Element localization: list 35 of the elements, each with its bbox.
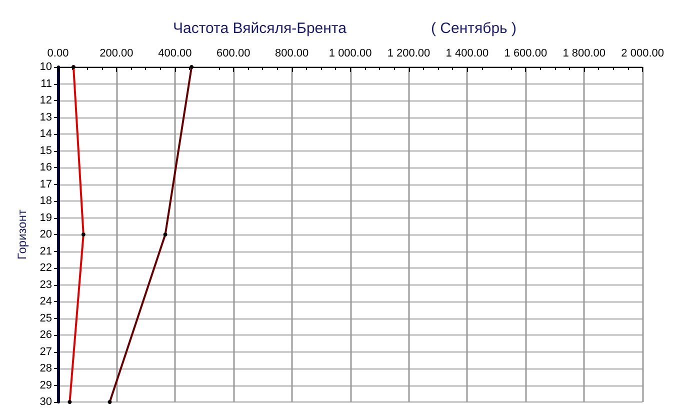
y-tick-label: 18 xyxy=(40,195,52,207)
y-tick-label: 15 xyxy=(40,144,52,157)
x-tick-label: 200.00 xyxy=(100,48,134,60)
y-tick-label: 22 xyxy=(40,262,52,274)
x-tick-label: 0.00 xyxy=(47,48,69,60)
y-tick-label: 21 xyxy=(40,245,52,258)
y-tick-label: 23 xyxy=(40,278,52,291)
x-tick-label: 1 000.00 xyxy=(328,48,372,60)
y-tick-label: 25 xyxy=(40,312,52,324)
y-tick-label: 29 xyxy=(40,379,52,392)
x-tick-label: 400.00 xyxy=(158,48,192,60)
y-axis-title: Горизонт xyxy=(15,209,29,260)
y-tick-label: 13 xyxy=(40,111,52,124)
y-tick-label: 24 xyxy=(40,296,52,308)
y-tick-label: 11 xyxy=(40,78,52,90)
y-tick-label: 27 xyxy=(40,346,52,358)
x-tick-label: 1 800.00 xyxy=(562,48,606,60)
y-tick-label: 20 xyxy=(40,228,52,240)
y-tick-label: 10 xyxy=(40,61,52,73)
x-tick-label: 1 600.00 xyxy=(504,48,548,60)
y-tick-label: 14 xyxy=(40,128,52,140)
y-tick-label: 12 xyxy=(40,94,52,106)
x-tick-label: 800.00 xyxy=(275,48,309,60)
y-tick-label: 26 xyxy=(40,329,52,341)
y-tick-label: 17 xyxy=(40,178,52,190)
y-tick-label: 28 xyxy=(40,362,52,374)
y-tick-label: 16 xyxy=(40,162,52,174)
x-tick-label: 1 200.00 xyxy=(387,48,430,60)
y-tick-label: 19 xyxy=(40,212,52,224)
y-tick-label: 30 xyxy=(40,396,52,408)
chart-subtitle: ( Сентябрь ) xyxy=(431,20,517,37)
x-tick-label: 600.00 xyxy=(216,48,250,60)
chart-title: Частота Вяйсяля-Брента xyxy=(173,20,348,37)
x-tick-label: 2 000.00 xyxy=(621,48,664,60)
x-tick-label: 1 400.00 xyxy=(446,48,489,60)
